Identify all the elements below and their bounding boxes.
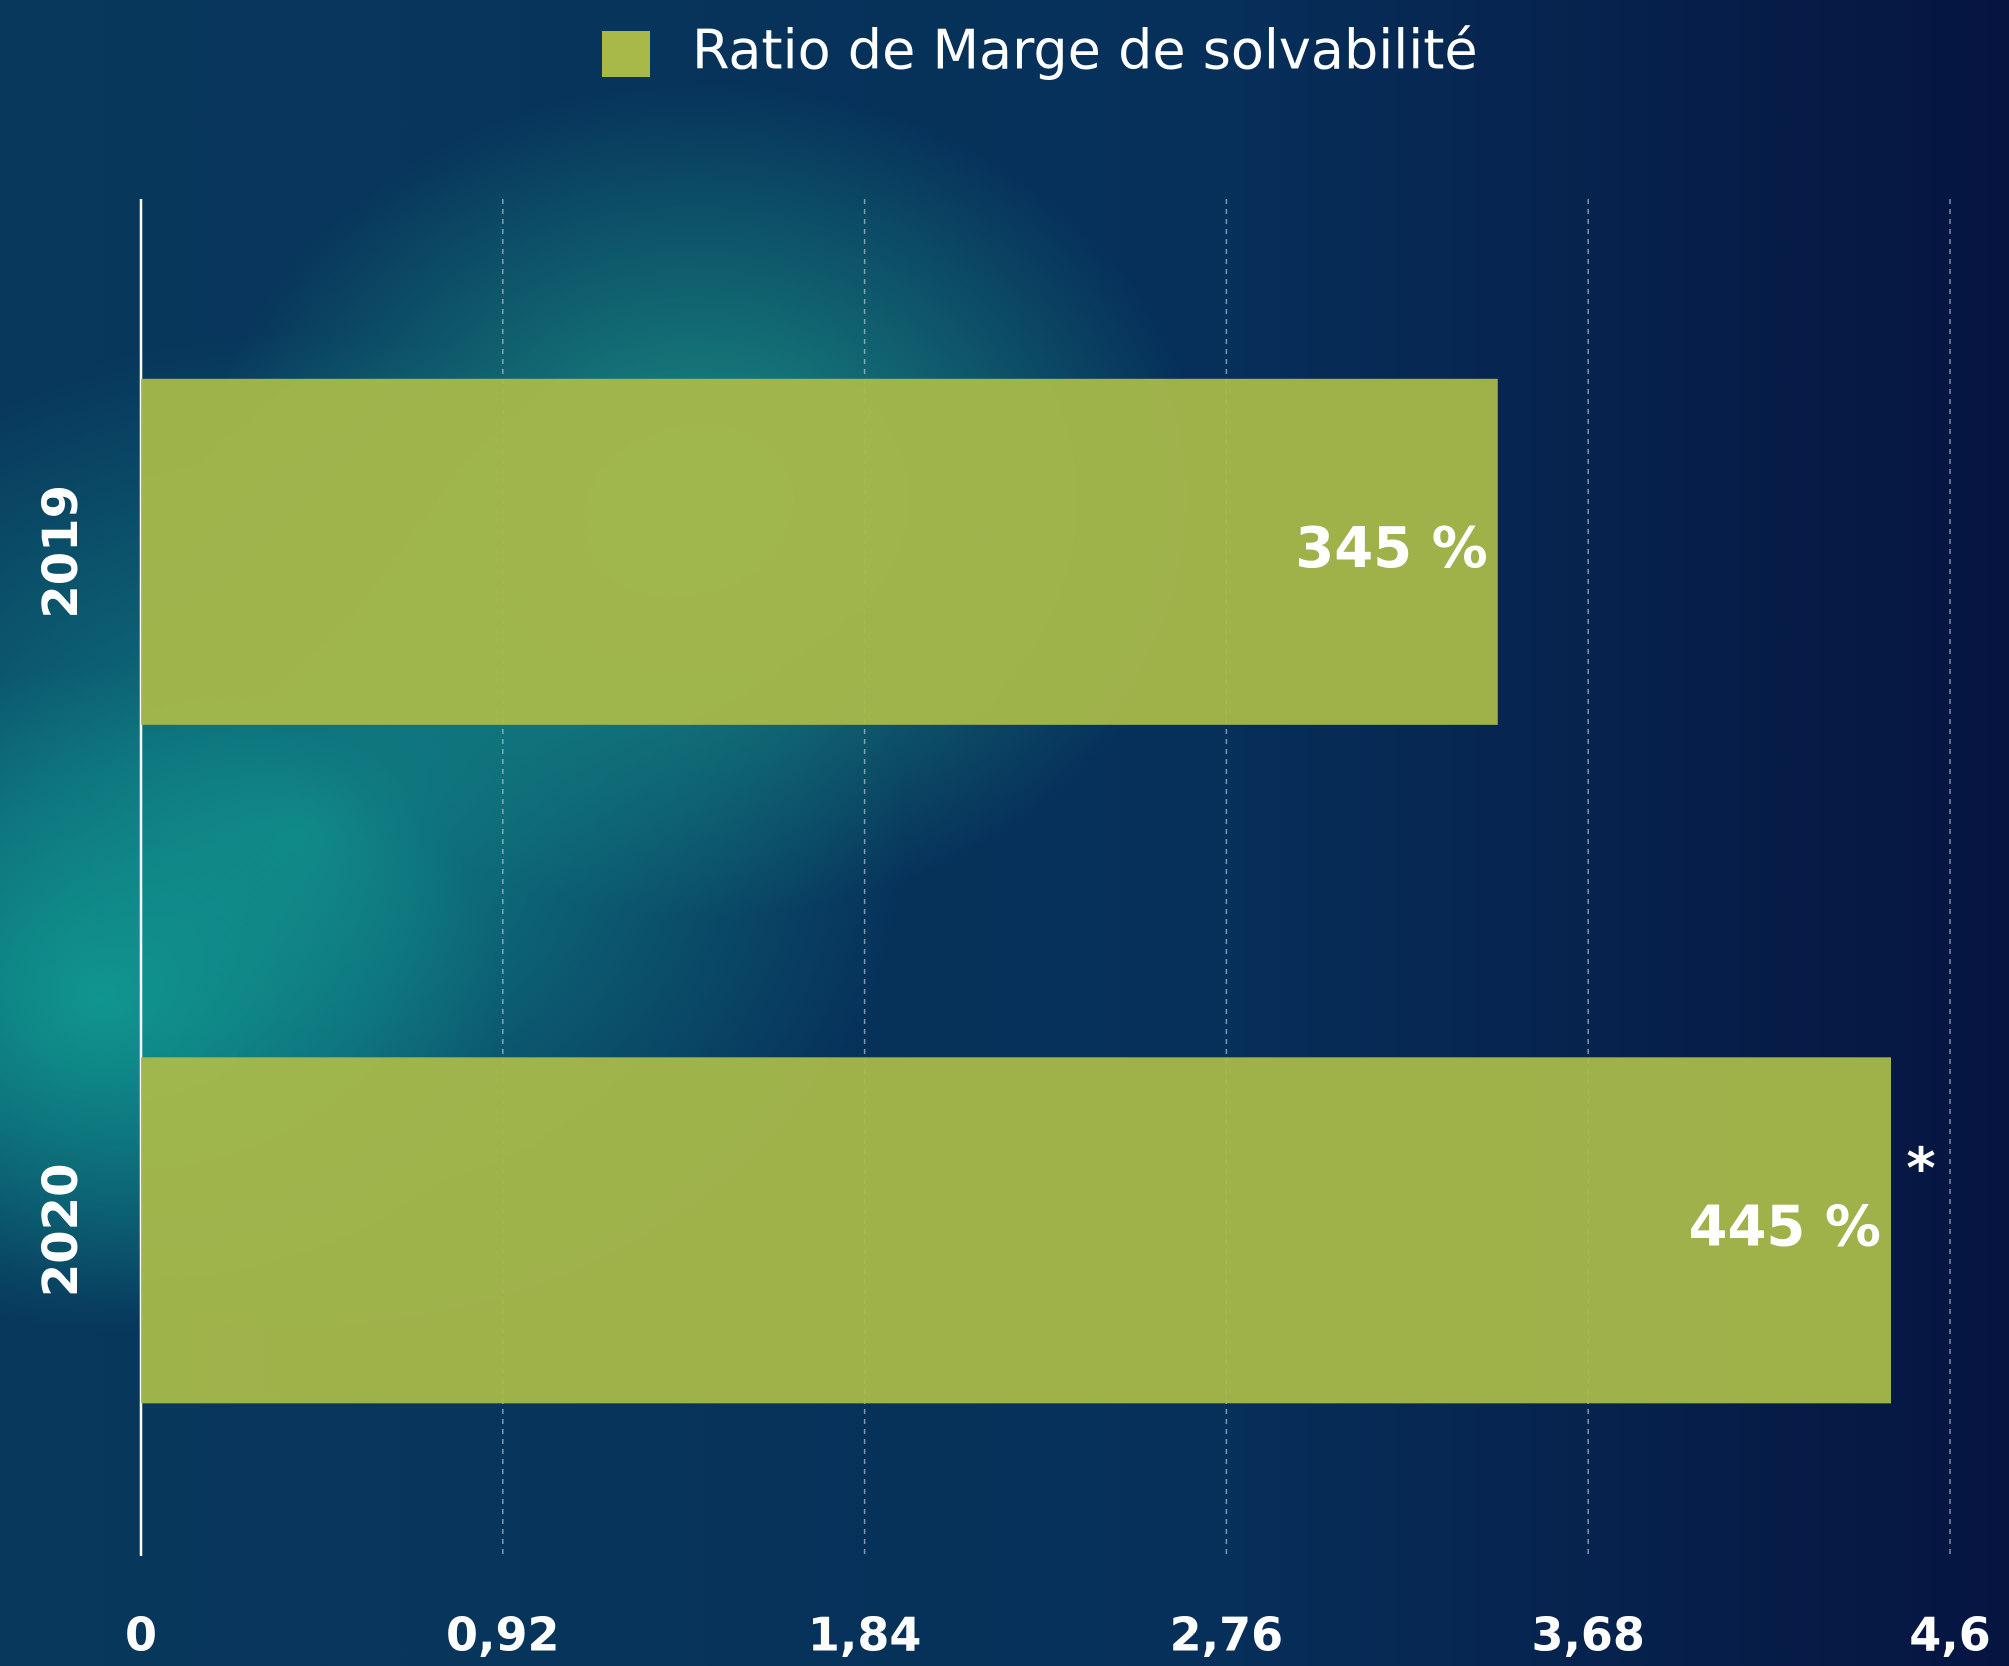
legend-label: Ratio de Marge de solvabilité bbox=[692, 19, 1478, 82]
value-label: 345 % bbox=[1295, 516, 1488, 581]
value-label: 445 % bbox=[1689, 1194, 1882, 1259]
annotation: * bbox=[1906, 1136, 1935, 1201]
x-tick-label: 1,84 bbox=[808, 1608, 922, 1662]
bar bbox=[141, 378, 1498, 725]
y-tick-label: 2019 bbox=[33, 485, 89, 619]
x-tick-label: 4,6 bbox=[1909, 1608, 1991, 1662]
y-tick-label: 2020 bbox=[33, 1164, 89, 1298]
x-tick-label: 0 bbox=[125, 1608, 157, 1662]
x-tick-label: 3,68 bbox=[1531, 1608, 1645, 1662]
legend-swatch bbox=[602, 31, 650, 77]
x-tick-label: 0,92 bbox=[446, 1608, 560, 1662]
x-tick-label: 2,76 bbox=[1170, 1608, 1284, 1662]
bar bbox=[141, 1057, 1892, 1404]
